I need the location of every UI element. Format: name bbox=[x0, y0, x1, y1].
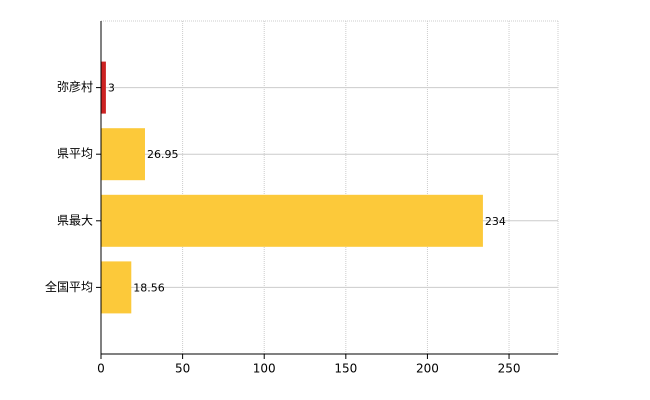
bar bbox=[101, 261, 132, 314]
value-label: 26.95 bbox=[147, 148, 179, 161]
x-tick-label: 250 bbox=[498, 362, 521, 376]
x-tick-label: 50 bbox=[175, 362, 190, 376]
value-label: 234 bbox=[485, 215, 506, 228]
bar bbox=[101, 194, 483, 247]
x-tick-label: 100 bbox=[253, 362, 276, 376]
y-tick-label: 全国平均 bbox=[45, 279, 93, 294]
y-tick-label: 県平均 bbox=[57, 147, 93, 161]
x-tick-label: 150 bbox=[334, 362, 357, 376]
value-label: 3 bbox=[108, 82, 115, 95]
x-tick-label: 0 bbox=[97, 362, 105, 376]
bar bbox=[101, 128, 145, 181]
value-label: 18.56 bbox=[133, 281, 165, 294]
bar bbox=[101, 61, 106, 114]
y-tick-label: 県最大 bbox=[57, 213, 93, 227]
y-tick-label: 弥彦村 bbox=[57, 79, 93, 94]
x-tick-label: 200 bbox=[416, 362, 439, 376]
